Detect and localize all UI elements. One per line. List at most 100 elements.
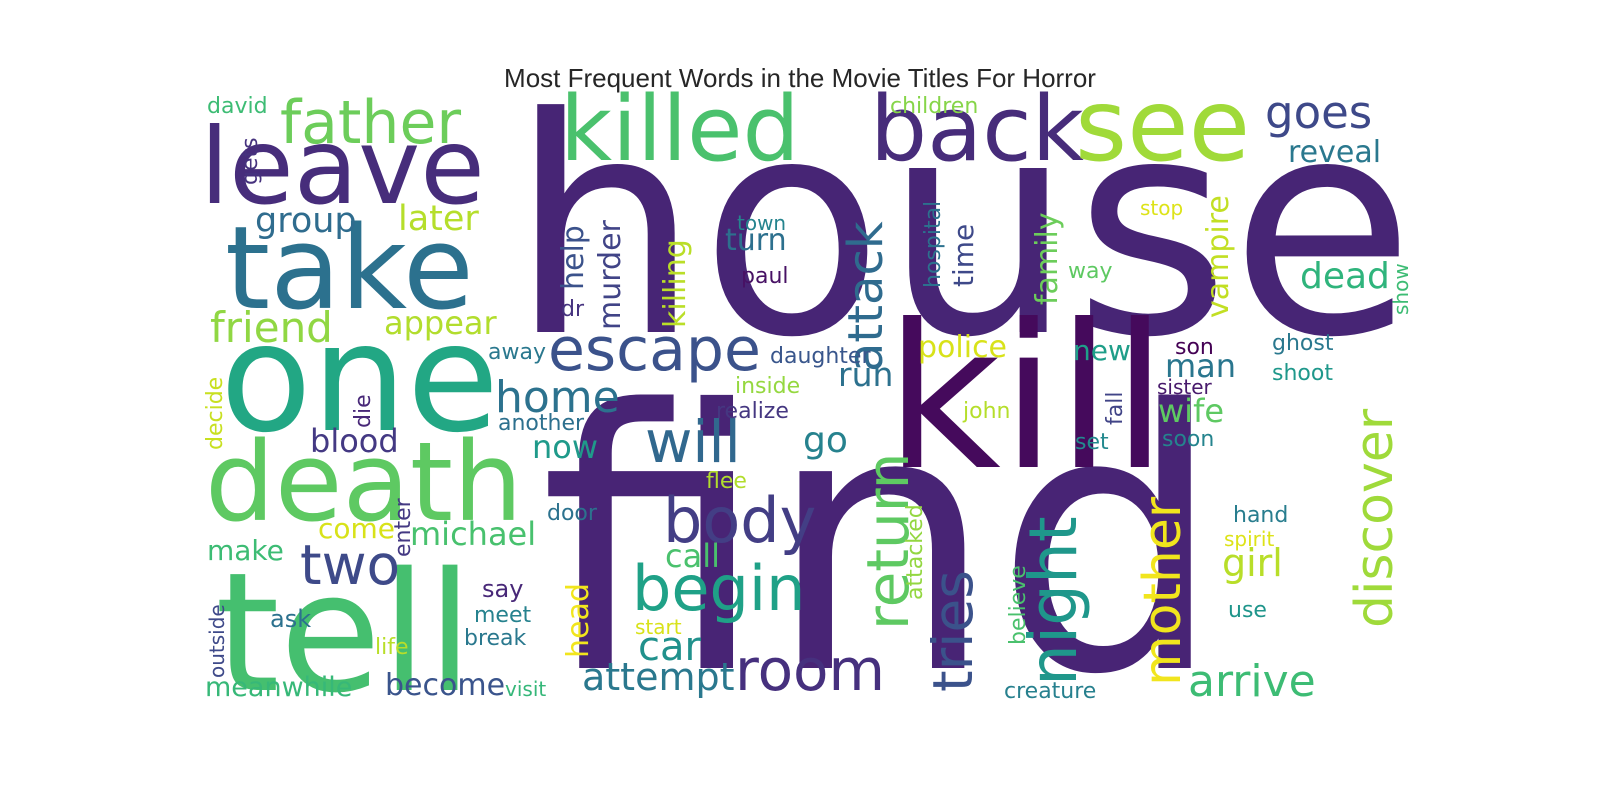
word-use: use — [1228, 598, 1267, 623]
word-mother: mother — [1133, 496, 1193, 686]
word-death: death — [205, 418, 523, 546]
word-say: say — [482, 575, 523, 603]
word-life: life — [375, 635, 409, 660]
word-become: become — [385, 668, 505, 703]
word-attacked: attacked — [903, 504, 928, 600]
word-door: door — [547, 501, 598, 526]
word-find: find — [540, 334, 1223, 753]
word-two: two — [300, 533, 400, 597]
word-see: see — [1075, 67, 1250, 184]
word-leave: leave — [200, 106, 485, 228]
word-creature: creature — [1004, 679, 1096, 704]
word-man: man — [1165, 347, 1236, 385]
word-go: go — [803, 420, 848, 461]
word-return: return — [854, 453, 922, 630]
word-outside: outside — [205, 604, 229, 678]
word-meet: meet — [474, 603, 532, 628]
word-kill: kill — [885, 282, 1168, 515]
word-later: later — [398, 199, 479, 239]
word-town: town — [737, 211, 786, 235]
word-turn: turn — [725, 223, 787, 258]
word-now: now — [532, 428, 598, 466]
word-room: room — [735, 636, 885, 704]
word-vampire: vampire — [1201, 195, 1236, 318]
word-hospital: hospital — [921, 201, 946, 288]
word-realize: realize — [716, 399, 789, 424]
word-fall: fall — [1103, 392, 1128, 425]
word-attack: attack — [838, 221, 894, 372]
word-children: children — [890, 94, 978, 119]
word-sister: sister — [1157, 375, 1213, 399]
word-new: new — [1073, 334, 1131, 367]
word-car: car — [638, 624, 702, 670]
word-john: john — [962, 399, 1010, 424]
word-dead: dead — [1300, 256, 1390, 297]
word-believe: believe — [1006, 565, 1031, 645]
word-house: house — [510, 54, 1415, 403]
word-gets: gets — [238, 137, 263, 185]
word-take: take — [225, 202, 474, 336]
word-visit: visit — [505, 677, 546, 701]
word-arrive: arrive — [1188, 656, 1316, 707]
word-discover: discover — [1345, 408, 1405, 628]
word-son: son — [1175, 335, 1214, 360]
word-die: die — [351, 394, 376, 428]
word-run: run — [838, 355, 893, 394]
word-appear: appear — [384, 304, 498, 342]
word-ghost: ghost — [1272, 331, 1334, 356]
word-murder: murder — [593, 219, 628, 330]
word-meanwhile: meanwhile — [205, 672, 352, 703]
word-show: show — [1389, 263, 1413, 315]
word-shoot: shoot — [1272, 361, 1333, 386]
word-time: time — [947, 224, 980, 287]
word-group: group — [255, 201, 357, 241]
chart-title: Most Frequent Words in the Movie Titles … — [504, 63, 1096, 93]
word-friend: friend — [210, 303, 333, 352]
word-come: come — [318, 512, 395, 545]
word-soon: soon — [1162, 427, 1214, 452]
word-help: help — [556, 225, 591, 290]
word-wife: wife — [1158, 392, 1224, 430]
word-goes: goes — [1265, 86, 1372, 139]
word-inside: inside — [735, 374, 800, 399]
word-away: away — [488, 340, 546, 365]
word-body: body — [663, 484, 816, 557]
word-escape: escape — [548, 315, 761, 385]
word-father: father — [280, 88, 461, 158]
word-tell: tell — [215, 537, 473, 729]
word-tries: tries — [921, 570, 985, 692]
word-call: call — [665, 537, 720, 575]
word-killing: killing — [658, 239, 693, 328]
word-spirit: spirit — [1224, 527, 1274, 551]
word-hand: hand — [1233, 503, 1288, 528]
word-way: way — [1068, 259, 1113, 284]
word-girl: girl — [1222, 541, 1283, 585]
word-another: another — [498, 411, 585, 436]
word-attempt: attempt — [582, 655, 735, 699]
word-night: night — [1015, 516, 1092, 686]
word-make: make — [207, 534, 284, 567]
word-police: police — [918, 330, 1007, 365]
word-michael: michael — [410, 515, 536, 553]
word-david: david — [207, 94, 268, 119]
word-home: home — [495, 372, 620, 423]
word-ask: ask — [270, 605, 311, 633]
word-killed: killed — [560, 77, 800, 182]
word-dr: dr — [561, 297, 585, 322]
word-one: one — [220, 292, 499, 466]
word-reveal: reveal — [1288, 135, 1381, 170]
word-will: will — [645, 408, 741, 476]
word-back: back — [870, 77, 1084, 182]
word-blood: blood — [310, 422, 399, 460]
word-family: family — [1030, 212, 1065, 305]
word-start: start — [635, 615, 682, 639]
word-flee: flee — [706, 469, 747, 494]
word-begin: begin — [632, 552, 805, 625]
word-set: set — [1075, 430, 1109, 455]
word-enter: enter — [391, 497, 416, 557]
word-decide: decide — [203, 377, 228, 450]
word-paul: paul — [741, 264, 789, 289]
word-head: head — [561, 583, 596, 658]
word-break: break — [464, 626, 527, 651]
